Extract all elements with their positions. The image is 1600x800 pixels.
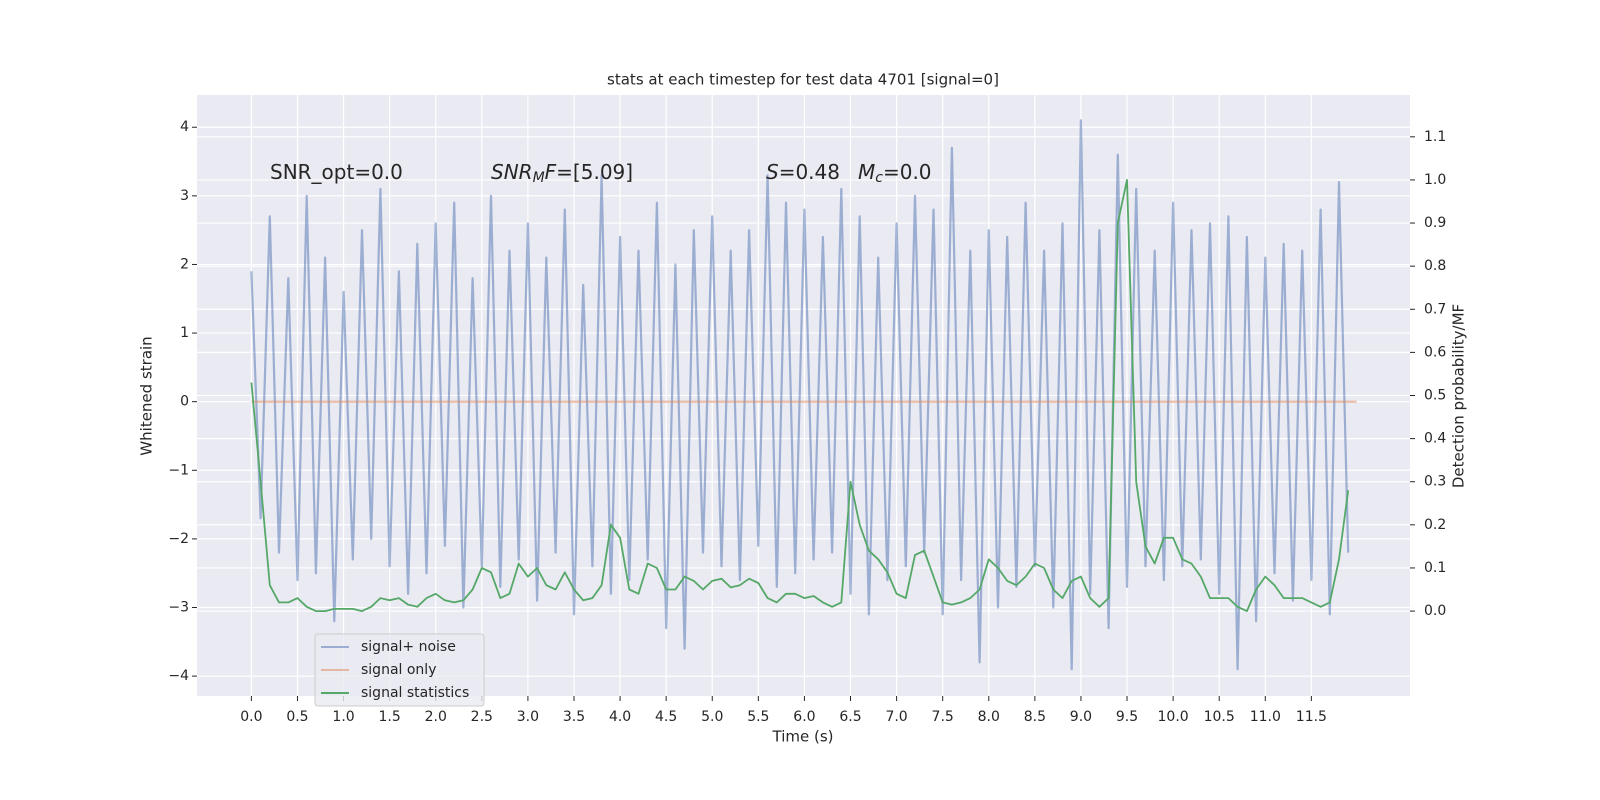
y2-tick-label: 0.8 bbox=[1424, 258, 1446, 274]
y-tick-label: 2 bbox=[180, 256, 189, 272]
y2-tick-label: 0.9 bbox=[1424, 215, 1446, 231]
x-tick-label: 8.0 bbox=[978, 709, 1000, 725]
y2-tick-label: 0.2 bbox=[1424, 517, 1446, 533]
y2-axis-label: Detection probability/MF bbox=[1450, 304, 1468, 488]
x-tick-label: 5.5 bbox=[747, 709, 769, 725]
y2-tick-label: 0.3 bbox=[1424, 474, 1446, 490]
y2-tick-label: 0.5 bbox=[1424, 388, 1446, 404]
y-tick-label: 1 bbox=[180, 325, 189, 341]
y2-tick-label: 0.1 bbox=[1424, 560, 1446, 576]
y-tick-label: −4 bbox=[168, 668, 189, 684]
x-tick-label: 6.0 bbox=[793, 709, 815, 725]
x-tick-label: 5.0 bbox=[701, 709, 723, 725]
series-line bbox=[250, 179, 1350, 612]
y-tick-label: 3 bbox=[180, 188, 189, 204]
legend-box bbox=[314, 633, 485, 707]
x-tick-label: 0.0 bbox=[240, 709, 262, 725]
x-tick-label: 0.5 bbox=[286, 709, 308, 725]
annotation-part: M bbox=[858, 160, 875, 184]
annotation-part: =0.48 bbox=[779, 160, 840, 184]
y2-tick-label: 0.6 bbox=[1424, 344, 1446, 360]
y2-tick-label: 1.1 bbox=[1424, 129, 1446, 145]
y2-tick-label: 1.0 bbox=[1424, 172, 1446, 188]
x-tick-label: 7.0 bbox=[885, 709, 907, 725]
x-tick-label: 1.5 bbox=[379, 709, 401, 725]
x-tick-label: 7.5 bbox=[932, 709, 954, 725]
legend-label: signal+ noise bbox=[361, 639, 456, 655]
chart-title: stats at each timestep for test data 470… bbox=[607, 71, 999, 89]
x-tick-label: 9.5 bbox=[1116, 709, 1138, 725]
x-tick-label: 11.5 bbox=[1296, 709, 1327, 725]
x-tick-label: 8.5 bbox=[1024, 709, 1046, 725]
legend-label: signal only bbox=[361, 662, 436, 678]
annotation: SNRMF=[5.09] bbox=[491, 160, 633, 187]
series-line bbox=[250, 119, 1350, 671]
annotation-part: SNR_opt=0.0 bbox=[270, 160, 403, 184]
x-tick-label: 2.5 bbox=[471, 709, 493, 725]
annotation-part: F bbox=[545, 160, 557, 184]
x-axis-label: Time (s) bbox=[772, 728, 834, 746]
annotation: SNR_opt=0.0 bbox=[270, 160, 403, 184]
legend-label: signal statistics bbox=[361, 685, 469, 701]
x-tick-label: 1.0 bbox=[332, 709, 354, 725]
x-tick-label: 3.0 bbox=[517, 709, 539, 725]
y-tick-label: −3 bbox=[168, 599, 189, 615]
y2-tick-label: 0.0 bbox=[1424, 603, 1446, 619]
x-tick-label: 9.0 bbox=[1070, 709, 1092, 725]
x-tick-label: 4.0 bbox=[609, 709, 631, 725]
annotation-part: =0.0 bbox=[883, 160, 932, 184]
x-tick-label: 11.0 bbox=[1250, 709, 1281, 725]
y-axis-label: Whitened strain bbox=[138, 336, 156, 455]
y2-tick-label: 0.7 bbox=[1424, 301, 1446, 317]
y2-tick-label: 0.4 bbox=[1424, 431, 1446, 447]
x-tick-label: 10.0 bbox=[1158, 709, 1189, 725]
y-tick-label: 0 bbox=[180, 394, 189, 410]
x-tick-label: 4.5 bbox=[655, 709, 677, 725]
x-tick-label: 3.5 bbox=[563, 709, 585, 725]
x-tick-label: 10.5 bbox=[1204, 709, 1235, 725]
y-tick-label: 4 bbox=[180, 119, 189, 135]
y-tick-label: −1 bbox=[168, 462, 189, 478]
y-tick-label: −2 bbox=[168, 531, 189, 547]
annotation-part: S bbox=[766, 160, 779, 184]
annotation-part: =[5.09] bbox=[556, 160, 633, 184]
annotation-part: M bbox=[533, 170, 545, 186]
annotation: Mc=0.0 bbox=[858, 160, 932, 187]
annotation-part: c bbox=[875, 170, 883, 186]
x-tick-label: 2.0 bbox=[425, 709, 447, 725]
annotation: S=0.48 bbox=[766, 160, 840, 184]
annotation-part: SNR bbox=[491, 160, 533, 184]
x-tick-label: 6.5 bbox=[839, 709, 861, 725]
